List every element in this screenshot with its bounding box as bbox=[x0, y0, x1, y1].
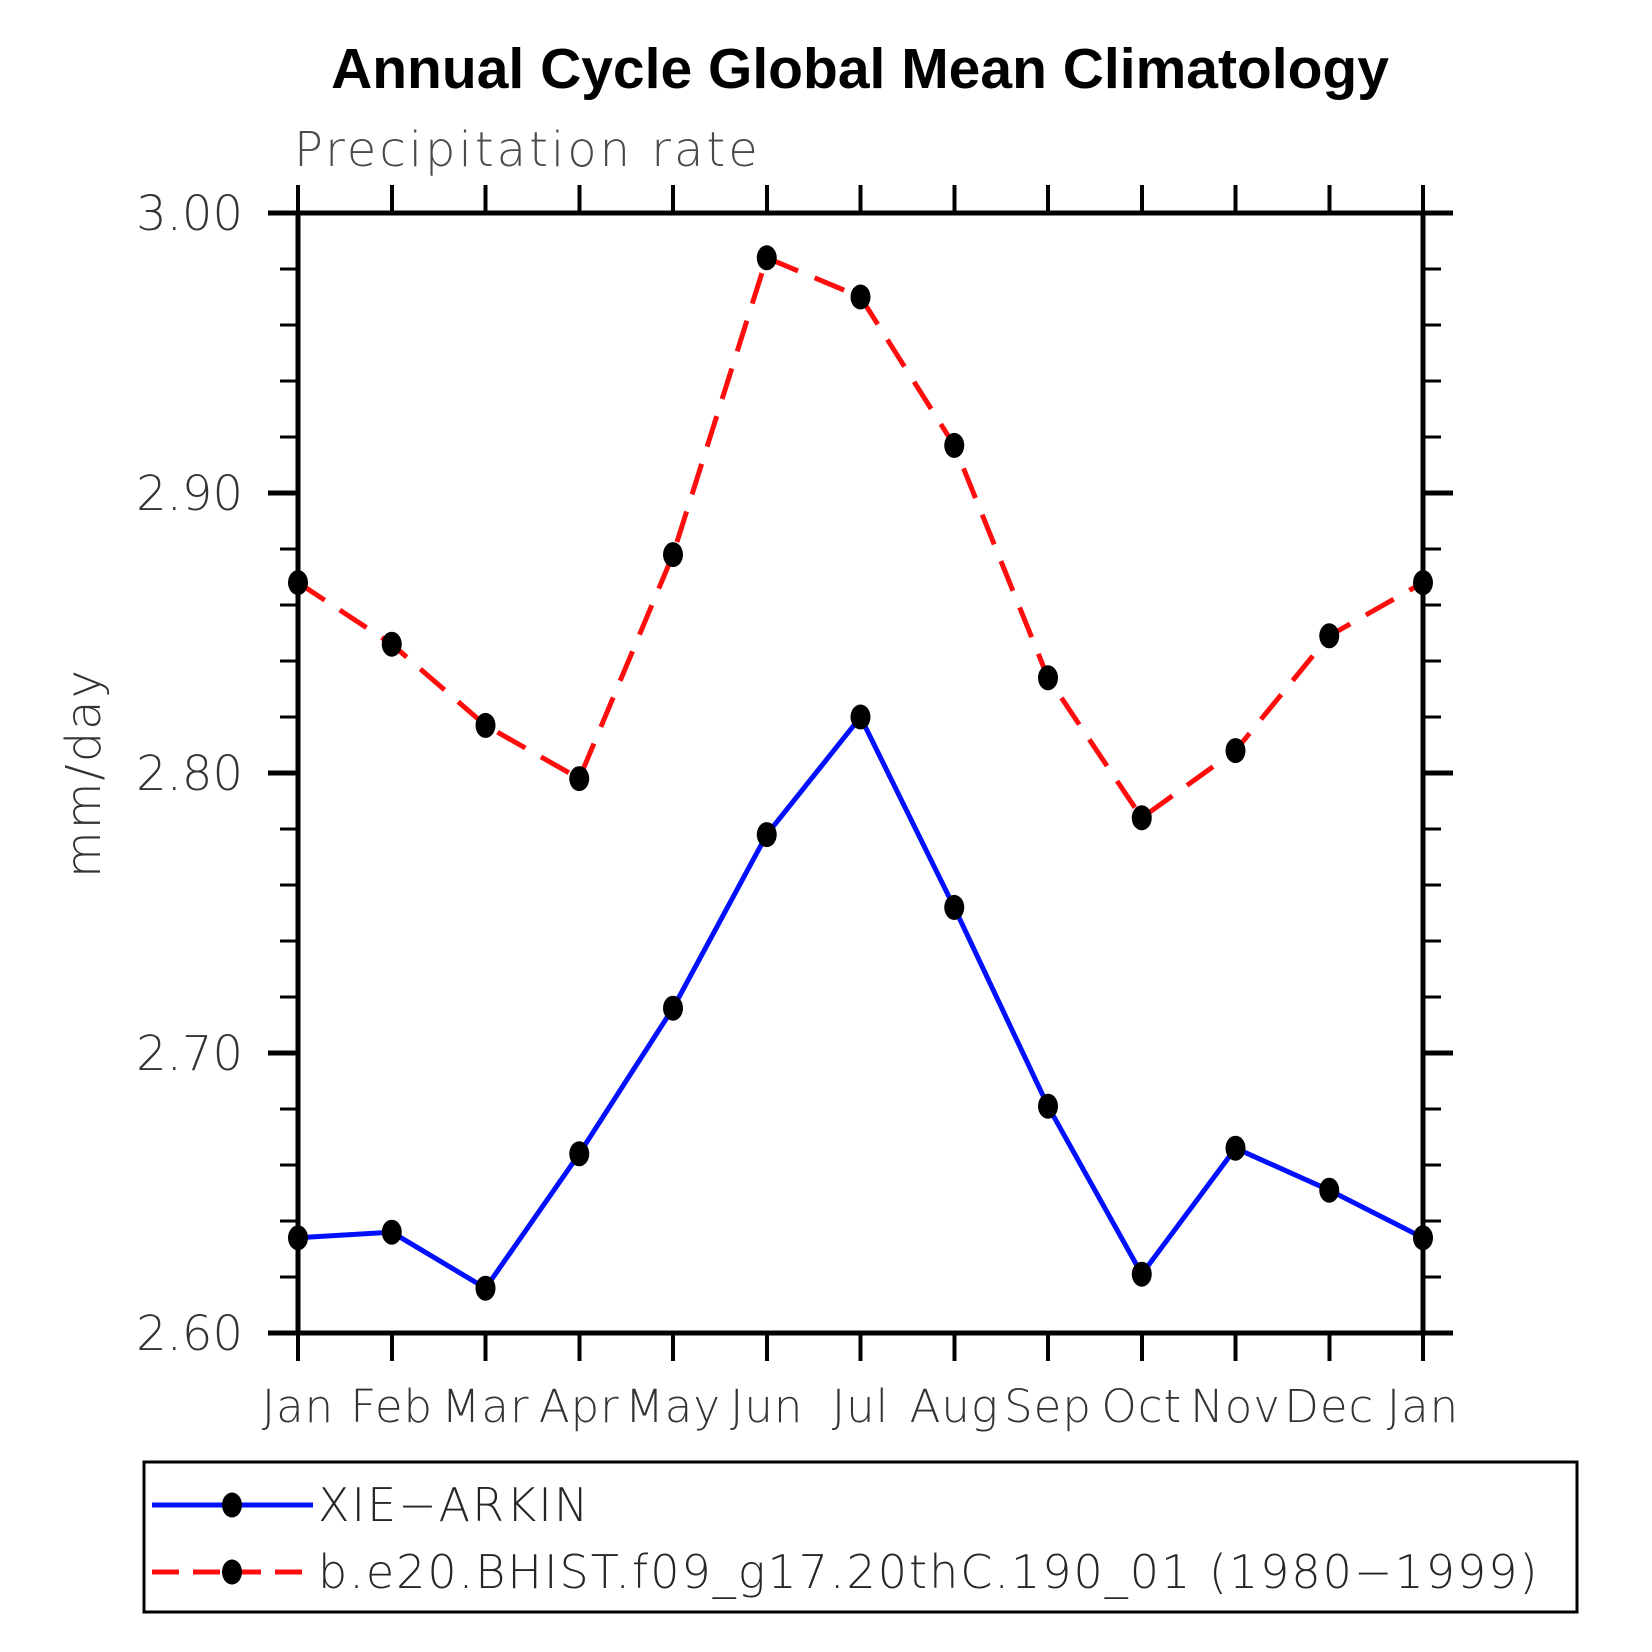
series-model-marker-11 bbox=[1319, 623, 1340, 649]
legend-box bbox=[142, 1460, 1579, 1614]
series-model-marker-3 bbox=[569, 766, 590, 792]
x-tick-label-7: Aug bbox=[910, 1380, 999, 1433]
series-xie-arkin-marker-10 bbox=[1225, 1135, 1246, 1161]
series-model-marker-5 bbox=[756, 245, 777, 271]
x-tick-label-1: Feb bbox=[350, 1380, 433, 1433]
chart-title: Annual Cycle Global Mean Climatology bbox=[331, 37, 1389, 101]
series-model-marker-12 bbox=[1413, 570, 1433, 596]
x-tick-label-8: Sep bbox=[1004, 1380, 1092, 1433]
y-tick-label-3.00: 3.00 bbox=[136, 186, 243, 242]
legend-label-xie-arkin: XIE−ARKIN bbox=[318, 1478, 590, 1532]
series-xie-arkin-line bbox=[297, 714, 1425, 1291]
series-xie-arkin-marker-6 bbox=[850, 704, 871, 730]
series-xie-arkin-marker-4 bbox=[663, 995, 683, 1021]
legend: XIE−ARKIN b.e20.BHIST.f09_g17.20thC.190_… bbox=[142, 1460, 1579, 1614]
series-model-marker-6 bbox=[850, 284, 871, 310]
legend-marker-xie-arkin bbox=[222, 1492, 242, 1518]
series-xie-arkin-marker-8 bbox=[1038, 1093, 1058, 1119]
plot-axes bbox=[268, 185, 1453, 1361]
x-tick-label-4: May bbox=[625, 1380, 721, 1433]
series-xie-arkin-marker-0 bbox=[288, 1225, 308, 1251]
x-tick-label-11: Dec bbox=[1284, 1380, 1374, 1433]
x-tick-label-6: Jul bbox=[832, 1380, 889, 1433]
axis-tick-labels: Jan Feb Mar Apr May Jun Jul Aug Sep Oct Nov Dec Jan3… bbox=[136, 186, 1459, 1433]
series-xie-arkin-marker-7 bbox=[944, 894, 965, 920]
series-model-marker-7 bbox=[944, 432, 965, 458]
x-tick-label-3: Apr bbox=[539, 1380, 620, 1433]
x-tick-label-0: Jan bbox=[262, 1380, 334, 1433]
x-tick-label-2: Mar bbox=[442, 1380, 530, 1433]
y-axis-label: mm/day bbox=[56, 668, 112, 878]
series-xie-arkin-marker-9 bbox=[1131, 1261, 1152, 1287]
plot-series bbox=[288, 245, 1433, 1301]
series-xie-arkin-marker-3 bbox=[569, 1141, 590, 1167]
series-model-marker-8 bbox=[1038, 665, 1058, 691]
series-xie-arkin-marker-5 bbox=[756, 822, 777, 848]
plot-box bbox=[295, 210, 1426, 1336]
series-model-marker-0 bbox=[288, 570, 308, 596]
series-model-line bbox=[296, 255, 1425, 821]
y-tick-label-2.60: 2.60 bbox=[136, 1306, 243, 1362]
x-tick-label-5: Jun bbox=[730, 1380, 803, 1433]
series-xie-arkin-marker-12 bbox=[1413, 1225, 1433, 1251]
series-xie-arkin-marker-2 bbox=[475, 1275, 496, 1301]
x-tick-label-10: Nov bbox=[1190, 1380, 1281, 1433]
series-model-marker-10 bbox=[1225, 738, 1246, 764]
x-tick-label-12: Jan bbox=[1387, 1380, 1459, 1433]
legend-marker-model bbox=[222, 1559, 242, 1585]
series-model-marker-4 bbox=[663, 542, 683, 568]
series-xie-arkin-marker-1 bbox=[381, 1219, 402, 1245]
series-xie-arkin-marker-11 bbox=[1319, 1177, 1340, 1203]
y-tick-label-2.70: 2.70 bbox=[136, 1026, 243, 1082]
chart-subtitle: Precipitation rate bbox=[294, 122, 761, 178]
legend-label-model: b.e20.BHIST.f09_g17.20thC.190_01 (1980−1… bbox=[318, 1545, 1540, 1599]
series-model-marker-1 bbox=[381, 631, 402, 657]
y-tick-label-2.80: 2.80 bbox=[136, 746, 243, 802]
x-tick-label-9: Oct bbox=[1101, 1380, 1182, 1433]
series-model-marker-2 bbox=[475, 712, 496, 738]
series-model-marker-9 bbox=[1131, 805, 1152, 831]
y-tick-label-2.90: 2.90 bbox=[136, 466, 243, 522]
